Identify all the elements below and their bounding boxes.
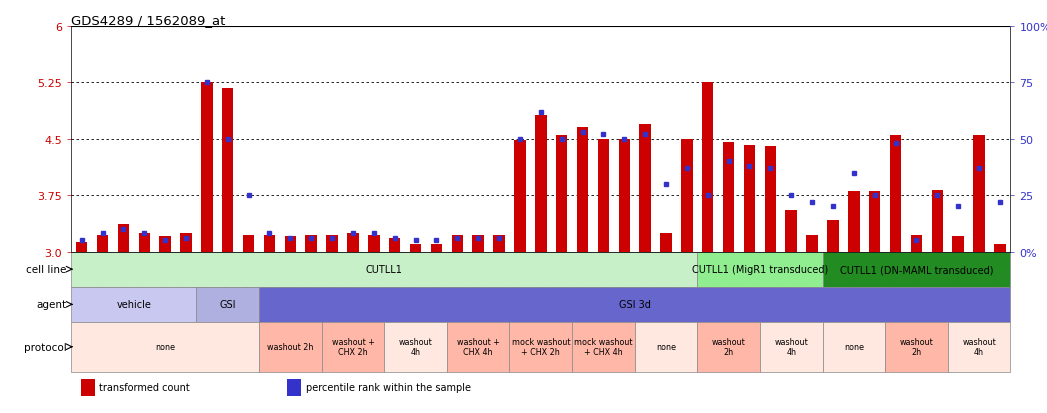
Bar bbox=[71, 252, 697, 287]
Text: GDS4289 / 1562089_at: GDS4289 / 1562089_at bbox=[71, 14, 225, 27]
Bar bbox=[848, 192, 860, 252]
Bar bbox=[327, 235, 338, 252]
Bar bbox=[823, 322, 885, 372]
Bar bbox=[697, 252, 823, 287]
Bar bbox=[572, 322, 634, 372]
Bar bbox=[264, 235, 275, 252]
Bar bbox=[743, 145, 755, 252]
Bar bbox=[948, 322, 1010, 372]
Bar bbox=[197, 287, 259, 322]
Bar bbox=[388, 238, 400, 252]
Bar bbox=[640, 124, 651, 252]
Bar bbox=[510, 322, 572, 372]
Bar bbox=[661, 233, 672, 252]
Bar bbox=[71, 287, 197, 322]
Text: washout
4h: washout 4h bbox=[399, 337, 432, 356]
Bar bbox=[535, 115, 547, 252]
Bar bbox=[890, 135, 901, 252]
Text: none: none bbox=[656, 342, 676, 351]
Bar bbox=[577, 128, 588, 252]
Bar bbox=[259, 287, 1010, 322]
Bar bbox=[493, 235, 505, 252]
Bar bbox=[201, 83, 213, 252]
Bar bbox=[285, 237, 296, 252]
Text: washout
2h: washout 2h bbox=[712, 337, 745, 356]
Text: washout
2h: washout 2h bbox=[899, 337, 933, 356]
Text: transformed count: transformed count bbox=[99, 382, 191, 392]
Bar bbox=[760, 322, 823, 372]
Bar bbox=[995, 244, 1006, 252]
Text: vehicle: vehicle bbox=[116, 299, 151, 310]
Bar bbox=[71, 322, 259, 372]
Bar bbox=[75, 242, 87, 252]
Bar bbox=[430, 244, 442, 252]
Bar bbox=[348, 233, 359, 252]
Bar bbox=[911, 235, 922, 252]
Text: mock washout
+ CHX 2h: mock washout + CHX 2h bbox=[512, 337, 570, 356]
Bar bbox=[953, 237, 964, 252]
Bar bbox=[823, 252, 1010, 287]
Text: washout +
CHX 2h: washout + CHX 2h bbox=[332, 337, 375, 356]
Bar bbox=[180, 233, 192, 252]
Text: cell line: cell line bbox=[26, 264, 67, 275]
Bar bbox=[447, 322, 510, 372]
Text: protocol: protocol bbox=[24, 342, 67, 352]
Bar bbox=[451, 235, 463, 252]
Text: mock washout
+ CHX 4h: mock washout + CHX 4h bbox=[574, 337, 632, 356]
Text: CUTLL1 (DN-MAML transduced): CUTLL1 (DN-MAML transduced) bbox=[840, 264, 994, 275]
Text: none: none bbox=[844, 342, 864, 351]
Bar bbox=[81, 379, 94, 396]
Bar bbox=[259, 322, 321, 372]
Bar bbox=[697, 322, 760, 372]
Bar bbox=[369, 235, 380, 252]
Bar bbox=[117, 224, 129, 252]
Bar bbox=[885, 322, 948, 372]
Bar bbox=[598, 140, 609, 252]
Bar bbox=[138, 233, 150, 252]
Bar bbox=[869, 192, 881, 252]
Bar bbox=[472, 235, 484, 252]
Text: none: none bbox=[155, 342, 175, 351]
Bar bbox=[764, 147, 776, 252]
Bar bbox=[384, 322, 447, 372]
Text: CUTLL1 (MigR1 transduced): CUTLL1 (MigR1 transduced) bbox=[692, 264, 828, 275]
Bar bbox=[159, 237, 171, 252]
Bar bbox=[682, 140, 693, 252]
Text: washout +
CHX 4h: washout + CHX 4h bbox=[456, 337, 499, 356]
Text: washout
4h: washout 4h bbox=[775, 337, 808, 356]
Bar bbox=[701, 83, 713, 252]
Bar bbox=[974, 135, 985, 252]
Text: CUTLL1: CUTLL1 bbox=[365, 264, 403, 275]
Text: washout
4h: washout 4h bbox=[962, 337, 996, 356]
Bar bbox=[96, 235, 108, 252]
Bar bbox=[932, 190, 943, 252]
Bar bbox=[321, 322, 384, 372]
Text: GSI: GSI bbox=[220, 299, 236, 310]
Bar bbox=[306, 235, 317, 252]
Bar bbox=[222, 89, 233, 252]
Text: washout 2h: washout 2h bbox=[267, 342, 313, 351]
Bar bbox=[634, 322, 697, 372]
Text: GSI 3d: GSI 3d bbox=[619, 299, 650, 310]
Text: agent: agent bbox=[37, 299, 67, 310]
Bar bbox=[556, 135, 567, 252]
Bar bbox=[827, 221, 839, 252]
Text: percentile rank within the sample: percentile rank within the sample bbox=[306, 382, 471, 392]
Bar bbox=[619, 140, 630, 252]
Bar bbox=[785, 211, 797, 252]
Bar bbox=[287, 379, 302, 396]
Bar bbox=[243, 235, 254, 252]
Bar bbox=[514, 141, 526, 252]
Bar bbox=[409, 244, 421, 252]
Bar bbox=[806, 235, 818, 252]
Bar bbox=[722, 143, 734, 252]
